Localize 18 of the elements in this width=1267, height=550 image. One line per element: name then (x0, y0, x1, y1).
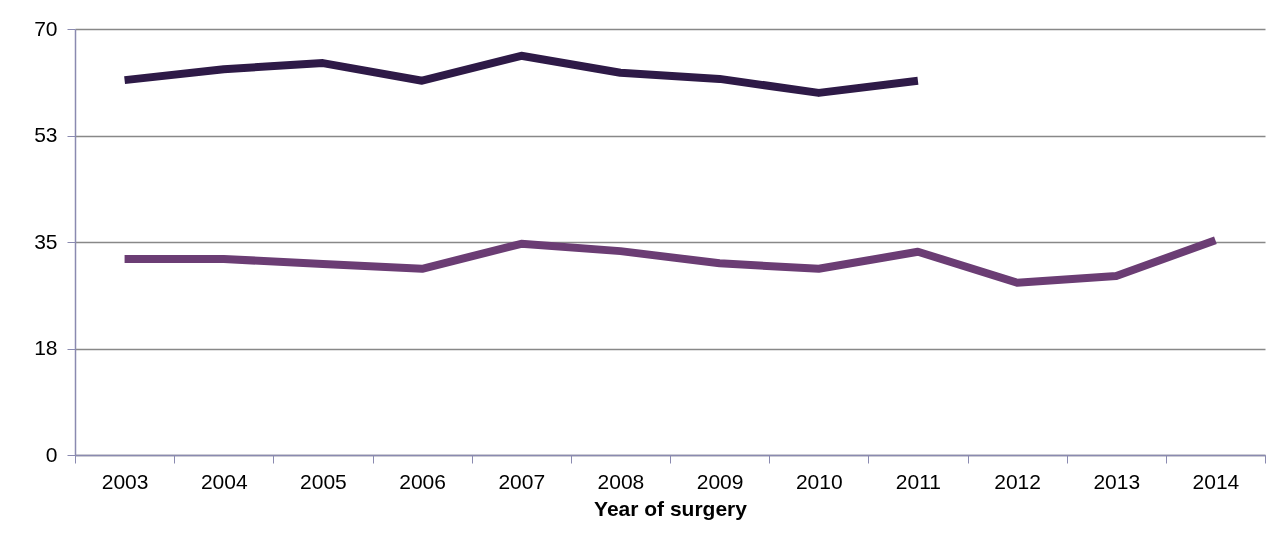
x-tick-label: 2012 (994, 469, 1041, 493)
x-tick-label: 2008 (597, 469, 645, 493)
y-tick-label: 35 (34, 229, 58, 253)
y-tick-label: 70 (34, 16, 58, 40)
y-tick-label: 0 (45, 442, 58, 466)
x-tick-label: 2009 (696, 469, 744, 493)
x-tick-label: 2005 (300, 469, 347, 493)
x-tick-label: 2004 (200, 469, 248, 493)
y-tick-label: 18 (34, 336, 58, 359)
x-tick-label: 2010 (795, 469, 843, 493)
x-tick-label: 2013 (1093, 469, 1141, 493)
x-tick-label: 2011 (895, 469, 941, 493)
x-tick-label: 2006 (399, 469, 446, 493)
x-tick-label: 2014 (1192, 469, 1240, 493)
x-tick-label: 2007 (498, 469, 546, 493)
x-tick-label: 2003 (101, 469, 149, 493)
y-tick-label: 53 (34, 123, 58, 146)
x-axis-title: Year of surgery (594, 496, 748, 520)
